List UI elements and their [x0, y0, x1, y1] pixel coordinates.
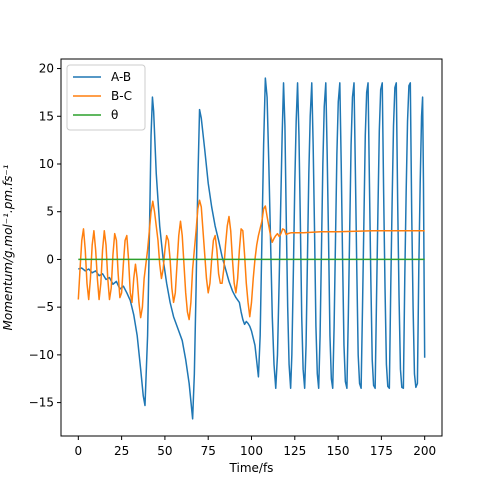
y-tick-label: −15 [29, 396, 54, 410]
series-line-2 [77, 199, 425, 321]
x-tick-label: 200 [413, 444, 436, 458]
x-tick-label: 25 [114, 444, 129, 458]
x-axis-label: Time/fs [229, 461, 274, 475]
x-tick-label: 50 [157, 444, 172, 458]
y-axis-ticks: −15 −10 −5 0 5 10 15 20 [29, 62, 61, 410]
legend-box [66, 64, 146, 131]
legend-label: A-B [111, 70, 131, 84]
plot-lines [77, 77, 426, 420]
x-tick-label: 75 [201, 444, 216, 458]
y-tick-label: 20 [39, 62, 54, 76]
y-tick-label: 0 [46, 252, 54, 266]
x-axis-ticks: 0 25 50 75 100 125 150 175 200 [74, 436, 436, 458]
y-tick-label: −10 [29, 348, 54, 362]
legend-label: B-C [111, 89, 132, 103]
y-tick-label: 5 [46, 205, 54, 219]
y-axis-label: Momentum/g.mol⁻¹.pm.fs⁻¹ [1, 164, 15, 330]
y-tick-label: 10 [39, 157, 54, 171]
y-tick-label: −5 [36, 300, 54, 314]
y-tick-label: 15 [39, 109, 54, 123]
x-tick-label: 0 [74, 444, 82, 458]
x-tick-label: 100 [240, 444, 263, 458]
legend: A-B B-C θ [66, 64, 146, 131]
x-tick-label: 175 [370, 444, 393, 458]
x-tick-label: 125 [283, 444, 306, 458]
legend-label: θ [111, 108, 118, 122]
series-line-1 [78, 77, 426, 420]
x-tick-label: 150 [327, 444, 350, 458]
